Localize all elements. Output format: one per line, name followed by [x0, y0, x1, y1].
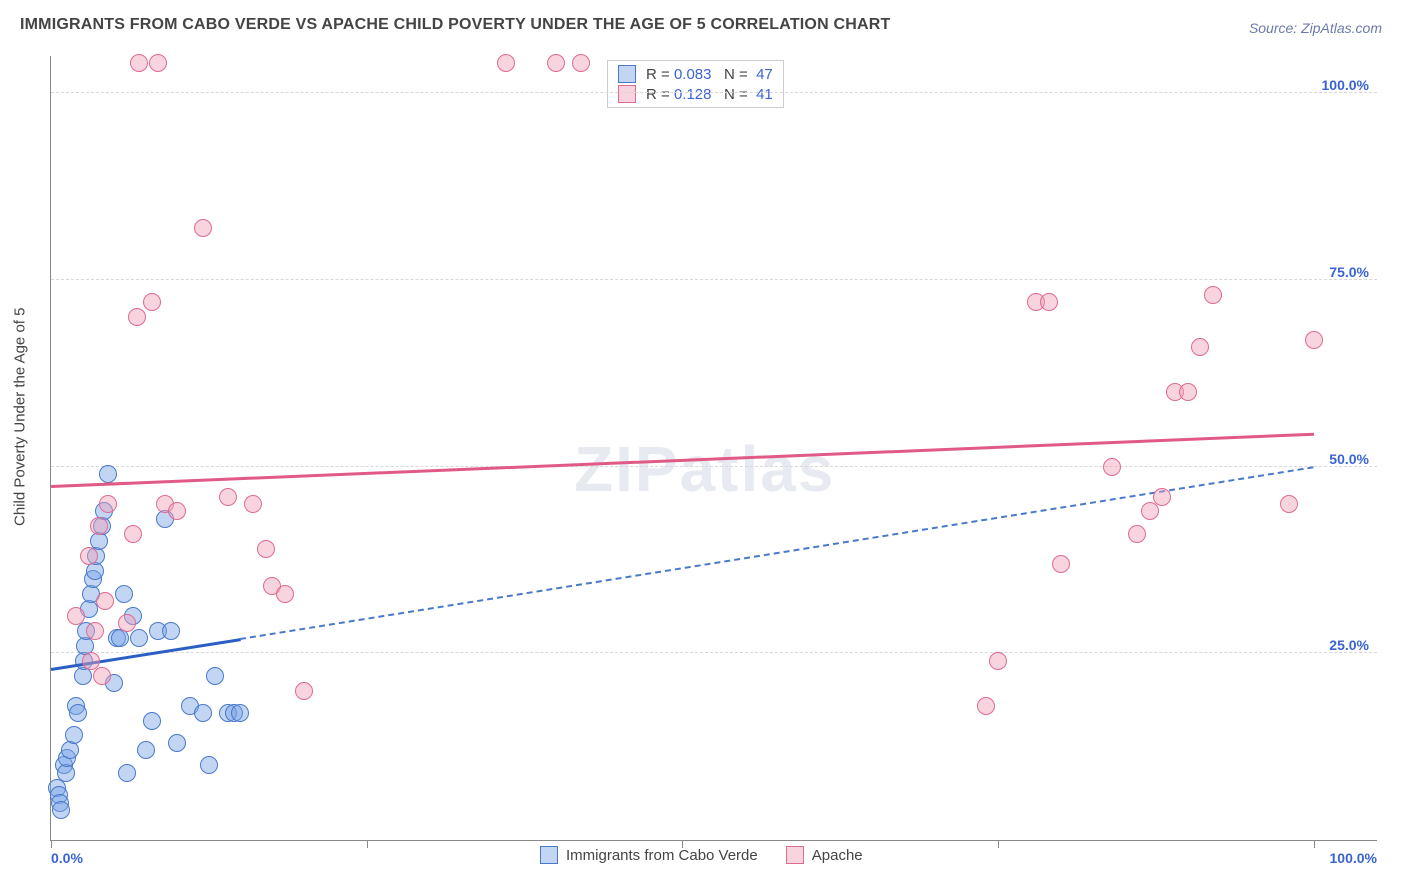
data-point — [115, 585, 133, 603]
gridline — [51, 279, 1377, 280]
data-point — [128, 308, 146, 326]
legend-stat-text: R = 0.083 N = 47 — [646, 66, 773, 83]
x-tick-label: 100.0% — [1330, 850, 1377, 866]
data-point — [276, 585, 294, 603]
x-tick — [51, 840, 52, 848]
data-point — [118, 764, 136, 782]
data-point — [1204, 286, 1222, 304]
legend-swatch — [618, 65, 636, 83]
data-point — [168, 734, 186, 752]
legend-swatch — [540, 846, 558, 864]
data-point — [231, 704, 249, 722]
correlation-legend: R = 0.083 N = 47 R = 0.128 N = 41 — [607, 60, 784, 108]
data-point — [977, 697, 995, 715]
data-point — [497, 54, 515, 72]
data-point — [69, 704, 87, 722]
data-point — [257, 540, 275, 558]
data-point — [143, 712, 161, 730]
source-text: ZipAtlas.com — [1301, 20, 1382, 36]
y-axis-label: Child Poverty Under the Age of 5 — [12, 308, 29, 526]
data-point — [67, 607, 85, 625]
data-point — [118, 614, 136, 632]
x-tick — [998, 840, 999, 848]
data-point — [1305, 331, 1323, 349]
data-point — [143, 293, 161, 311]
legend-stat-row: R = 0.128 N = 41 — [618, 85, 773, 103]
data-point — [1141, 502, 1159, 520]
data-point — [162, 622, 180, 640]
data-point — [96, 592, 114, 610]
data-point — [200, 756, 218, 774]
data-point — [989, 652, 1007, 670]
x-tick — [1314, 840, 1315, 848]
data-point — [99, 495, 117, 513]
data-point — [65, 726, 83, 744]
data-point — [206, 667, 224, 685]
data-point — [149, 54, 167, 72]
scatter-plot-area: ZIPatlas R = 0.083 N = 47 R = 0.128 N = 4… — [50, 56, 1377, 841]
data-point — [124, 525, 142, 543]
source-attribution: Source: ZipAtlas.com — [1249, 20, 1382, 36]
x-tick-label: 0.0% — [51, 850, 83, 866]
data-point — [194, 704, 212, 722]
legend-swatch — [618, 85, 636, 103]
data-point — [219, 488, 237, 506]
data-point — [90, 517, 108, 535]
data-point — [1052, 555, 1070, 573]
legend-label: Apache — [812, 847, 863, 864]
y-tick-label: 75.0% — [1329, 264, 1369, 280]
trend-line — [51, 433, 1314, 488]
data-point — [1280, 495, 1298, 513]
x-tick — [367, 840, 368, 848]
gridline — [51, 652, 1377, 653]
data-point — [1191, 338, 1209, 356]
data-point — [80, 547, 98, 565]
data-point — [86, 622, 104, 640]
data-point — [547, 54, 565, 72]
data-point — [93, 667, 111, 685]
y-tick-label: 100.0% — [1322, 77, 1369, 93]
data-point — [52, 801, 70, 819]
source-label: Source: — [1249, 20, 1301, 36]
data-point — [572, 54, 590, 72]
chart-title: IMMIGRANTS FROM CABO VERDE VS APACHE CHI… — [20, 16, 890, 34]
data-point — [130, 54, 148, 72]
watermark: ZIPatlas — [574, 432, 835, 506]
legend-label: Immigrants from Cabo Verde — [566, 847, 758, 864]
data-point — [194, 219, 212, 237]
data-point — [137, 741, 155, 759]
data-point — [295, 682, 313, 700]
legend-swatch — [786, 846, 804, 864]
gridline — [51, 466, 1377, 467]
data-point — [1179, 383, 1197, 401]
data-point — [1040, 293, 1058, 311]
y-tick-label: 50.0% — [1329, 451, 1369, 467]
legend-stat-row: R = 0.083 N = 47 — [618, 65, 773, 83]
legend-item: Immigrants from Cabo Verde — [540, 846, 758, 864]
y-tick-label: 25.0% — [1329, 637, 1369, 653]
legend-item: Apache — [786, 846, 863, 864]
data-point — [1103, 458, 1121, 476]
data-point — [1153, 488, 1171, 506]
data-point — [130, 629, 148, 647]
data-point — [168, 502, 186, 520]
legend-stat-text: R = 0.128 N = 41 — [646, 86, 773, 103]
series-legend: Immigrants from Cabo Verde Apache — [540, 846, 863, 864]
data-point — [1128, 525, 1146, 543]
gridline — [51, 92, 1377, 93]
data-point — [99, 465, 117, 483]
data-point — [244, 495, 262, 513]
